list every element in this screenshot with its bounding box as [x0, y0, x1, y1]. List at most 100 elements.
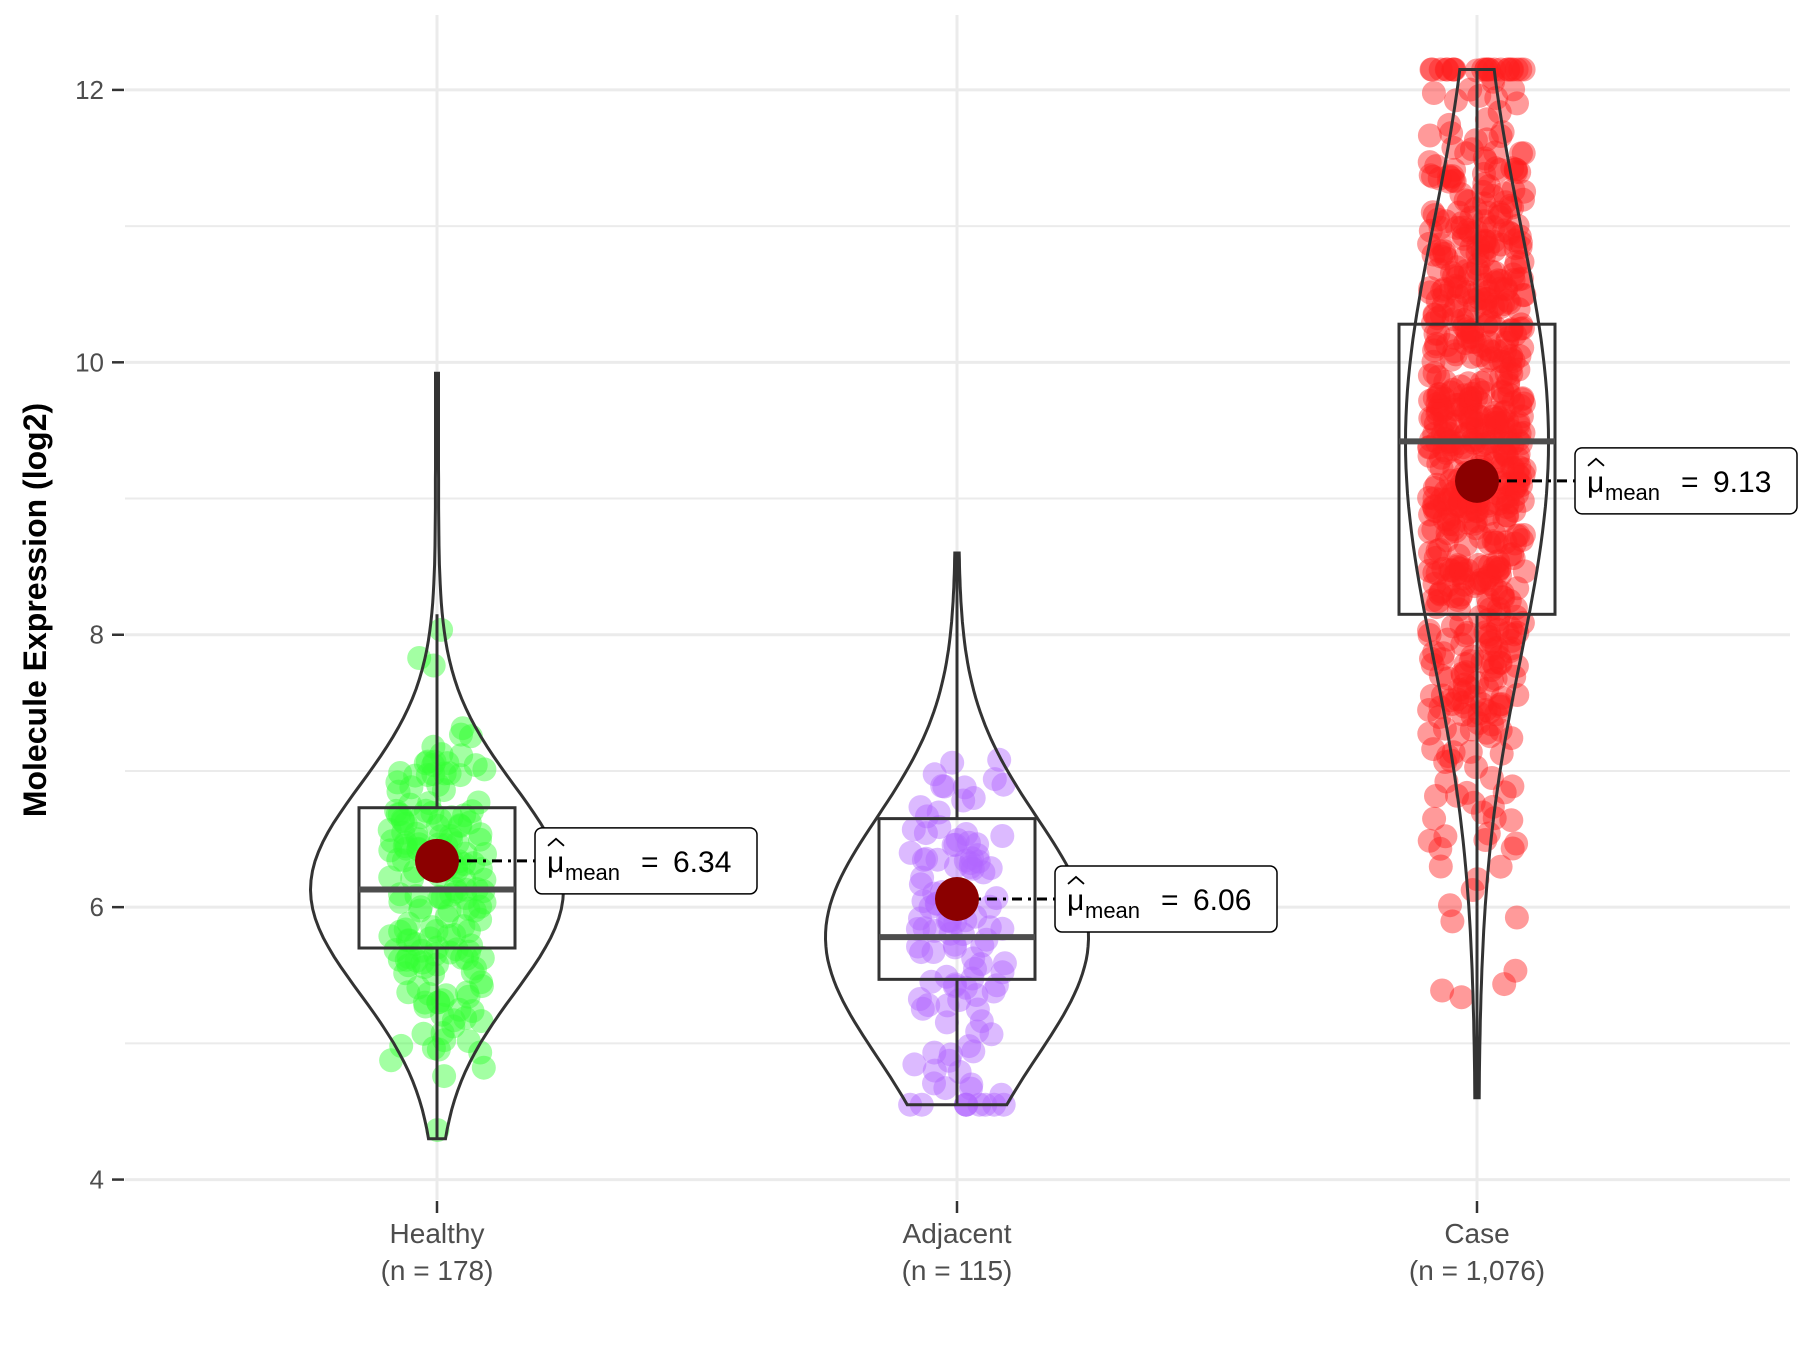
- data-point: [1434, 440, 1459, 465]
- data-point: [1427, 537, 1452, 562]
- data-point: [421, 962, 446, 986]
- data-point: [1453, 259, 1478, 284]
- data-point: [1423, 334, 1448, 359]
- data-point: [1479, 629, 1504, 654]
- box-adjacent: [877, 817, 1037, 981]
- data-point: [1435, 57, 1460, 82]
- data-point: [473, 842, 497, 866]
- data-point: [435, 751, 460, 776]
- data-point: [1498, 221, 1523, 246]
- data-point: [1425, 402, 1450, 427]
- data-point: [1451, 663, 1475, 688]
- data-point: [391, 820, 416, 845]
- data-point: [1430, 399, 1454, 424]
- data-point: [1502, 477, 1526, 502]
- data-point: [1500, 156, 1525, 181]
- data-point: [1449, 182, 1474, 207]
- data-point: [1487, 200, 1512, 225]
- data-point: [1508, 230, 1533, 255]
- data-point: [1488, 651, 1513, 676]
- data-point: [1491, 585, 1516, 610]
- data-point: [963, 956, 987, 981]
- data-point: [1489, 269, 1513, 293]
- data-point: [1502, 664, 1527, 689]
- data-point: [1498, 639, 1523, 664]
- data-point: [1499, 628, 1524, 653]
- data-point: [1433, 414, 1458, 439]
- data-point: [1432, 507, 1457, 532]
- data-point: [1464, 499, 1489, 524]
- data-point: [1441, 299, 1466, 324]
- data-point: [1442, 339, 1467, 364]
- data-point: [429, 617, 454, 642]
- data-point: [910, 865, 935, 890]
- data-point: [1444, 294, 1469, 319]
- data-point: [413, 751, 438, 776]
- data-point: [1510, 387, 1535, 412]
- data-point: [439, 805, 464, 830]
- data-point: [1458, 394, 1483, 419]
- data-point: [447, 813, 472, 838]
- data-point: [1462, 684, 1487, 709]
- data-point: [957, 1034, 982, 1059]
- data-point: [411, 1021, 436, 1046]
- data-point: [1452, 383, 1477, 408]
- mean-equals: =: [1161, 884, 1179, 917]
- x-category-count: (n = 178): [381, 1255, 494, 1286]
- data-point: [1506, 442, 1531, 467]
- data-point: [1428, 232, 1453, 257]
- data-point: [1422, 303, 1447, 328]
- data-point: [1480, 650, 1505, 675]
- data-point: [1422, 302, 1447, 327]
- data-point: [1441, 740, 1466, 765]
- data-point: [1490, 685, 1515, 710]
- data-point: [1417, 443, 1442, 468]
- data-point: [393, 917, 418, 942]
- data-point: [1470, 433, 1495, 457]
- data-point: [1456, 189, 1481, 214]
- data-point: [1501, 268, 1526, 292]
- data-point: [1508, 235, 1533, 260]
- data-point: [1478, 553, 1502, 578]
- data-point: [1446, 543, 1471, 568]
- data-point: [1474, 229, 1498, 254]
- data-point: [1476, 174, 1501, 199]
- data-point: [1454, 282, 1479, 307]
- data-point: [1502, 498, 1527, 523]
- data-point: [914, 846, 939, 871]
- data-point: [1466, 252, 1491, 277]
- data-point: [437, 898, 462, 923]
- mean-subscript: mean: [565, 860, 620, 885]
- data-point: [1477, 622, 1502, 647]
- data-point: [1494, 442, 1519, 467]
- data-point: [1449, 561, 1474, 586]
- data-point: [1504, 524, 1529, 548]
- data-point: [451, 914, 476, 939]
- data-point: [1484, 577, 1509, 602]
- data-point: [434, 904, 459, 929]
- data-point: [1445, 265, 1470, 290]
- data-point: [396, 945, 421, 969]
- data-point: [1500, 57, 1525, 82]
- data-point: [1436, 487, 1461, 512]
- data-point: [1439, 276, 1464, 301]
- data-point: [1472, 228, 1497, 253]
- data-point: [982, 767, 1007, 792]
- data-point: [1441, 517, 1466, 542]
- data-point: [1512, 457, 1537, 482]
- data-point: [1430, 278, 1455, 303]
- data-point: [403, 763, 428, 788]
- data-point: [1455, 558, 1480, 583]
- data-point: [384, 798, 409, 823]
- data-point: [1481, 404, 1505, 429]
- data-point: [452, 803, 477, 828]
- data-point: [965, 832, 990, 857]
- data-point: [1448, 585, 1472, 610]
- data-point: [1426, 384, 1451, 409]
- data-point: [1500, 542, 1525, 566]
- data-point: [1511, 523, 1536, 547]
- data-point: [394, 836, 419, 861]
- data-point: [1495, 326, 1520, 351]
- data-point: [390, 807, 415, 832]
- data-point: [1510, 283, 1535, 308]
